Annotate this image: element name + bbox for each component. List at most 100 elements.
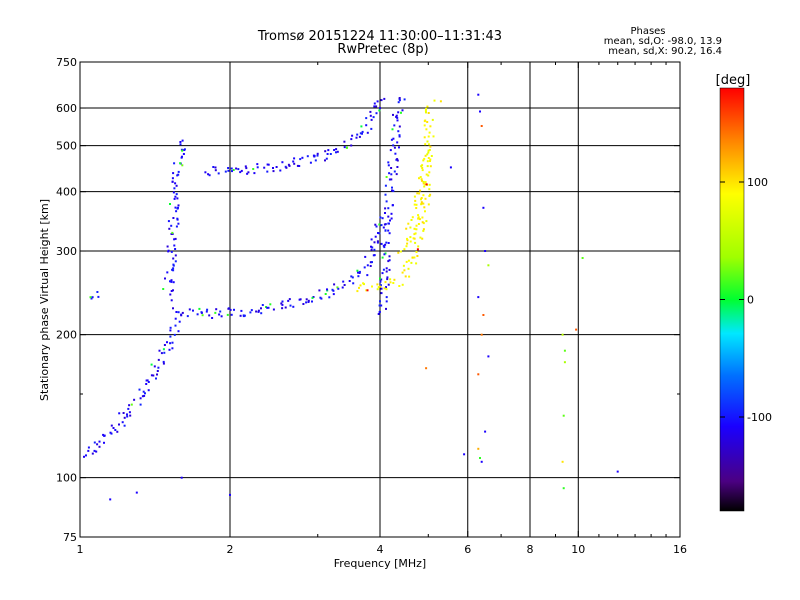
- data-point: [391, 204, 394, 207]
- y-tick-label: 500: [56, 140, 77, 153]
- data-point: [343, 146, 346, 149]
- data-point: [230, 313, 233, 316]
- data-point: [429, 193, 432, 196]
- data-point: [376, 240, 379, 243]
- data-point: [413, 195, 416, 198]
- data-point: [373, 248, 376, 251]
- data-point: [287, 299, 290, 302]
- data-point: [181, 311, 184, 314]
- data-point: [421, 179, 423, 182]
- data-point: [418, 192, 421, 195]
- data-point: [139, 397, 142, 400]
- data-point: [186, 315, 189, 318]
- data-point: [284, 306, 287, 309]
- data-point: [429, 158, 432, 161]
- data-point: [281, 161, 284, 164]
- data-point: [143, 394, 146, 397]
- data-point: [366, 289, 369, 292]
- data-point: [172, 267, 175, 270]
- data-point: [415, 203, 418, 206]
- data-point: [91, 296, 94, 299]
- data-point: [561, 333, 564, 336]
- data-point: [385, 296, 388, 299]
- data-point: [237, 168, 240, 171]
- data-point: [385, 200, 388, 203]
- data-point: [398, 146, 400, 149]
- data-point: [326, 288, 328, 291]
- data-point: [158, 349, 161, 352]
- data-point: [164, 277, 166, 280]
- data-point: [428, 195, 431, 197]
- data-point: [429, 125, 432, 128]
- data-point: [153, 365, 156, 368]
- data-point: [419, 189, 422, 192]
- data-point: [256, 163, 259, 166]
- data-point: [123, 424, 126, 427]
- data-point: [192, 309, 194, 312]
- data-point: [426, 140, 429, 143]
- data-point: [386, 276, 389, 279]
- data-point: [188, 308, 191, 311]
- data-point: [211, 317, 214, 319]
- data-point: [350, 138, 353, 141]
- data-point: [421, 167, 424, 169]
- data-point: [324, 293, 327, 295]
- data-point: [422, 228, 425, 231]
- data-point: [427, 174, 430, 177]
- data-point: [325, 157, 328, 160]
- data-point: [96, 291, 99, 293]
- data-point: [426, 121, 429, 123]
- data-point: [311, 300, 313, 303]
- data-point: [383, 287, 386, 290]
- data-point: [431, 118, 434, 121]
- data-point: [103, 441, 105, 444]
- data-point: [118, 412, 121, 415]
- data-point: [414, 232, 417, 235]
- data-point: [239, 171, 242, 174]
- data-point: [484, 250, 487, 252]
- data-point: [395, 114, 398, 117]
- data-point: [581, 257, 584, 259]
- data-point: [426, 105, 429, 108]
- data-point: [160, 352, 163, 355]
- data-point: [415, 207, 418, 209]
- y-axis-label: Stationary phase Virtual Height [km]: [38, 199, 51, 401]
- data-point: [377, 313, 380, 315]
- data-point: [91, 452, 94, 455]
- data-point: [424, 119, 427, 122]
- data-point: [374, 223, 377, 226]
- data-point: [150, 374, 153, 377]
- data-point: [416, 192, 419, 195]
- data-point: [163, 344, 166, 346]
- data-point: [397, 111, 400, 114]
- data-point: [133, 398, 136, 401]
- data-point: [182, 153, 185, 155]
- data-point: [166, 341, 168, 344]
- data-point: [388, 259, 391, 262]
- data-point: [169, 280, 171, 283]
- data-point: [341, 286, 344, 289]
- y-axis-ticks: 75 100 200 300 400 500 600 750: [56, 56, 680, 544]
- data-point: [396, 159, 399, 162]
- data-point: [378, 232, 381, 235]
- data-point: [561, 460, 564, 463]
- data-point: [392, 144, 395, 147]
- data-point: [387, 215, 390, 218]
- data-point: [169, 335, 172, 338]
- data-point: [174, 260, 177, 263]
- data-point: [109, 431, 112, 434]
- data-point: [361, 130, 364, 133]
- data-point: [156, 373, 158, 376]
- data-point: [423, 157, 426, 160]
- data-point: [171, 341, 174, 344]
- data-point: [170, 224, 173, 227]
- data-point: [135, 491, 138, 494]
- data-point: [416, 248, 419, 251]
- data-point: [215, 308, 218, 311]
- data-point: [398, 99, 401, 102]
- data-point: [392, 113, 394, 116]
- data-point: [380, 278, 383, 281]
- data-point: [388, 268, 391, 271]
- data-point: [388, 255, 391, 258]
- data-point: [425, 111, 427, 114]
